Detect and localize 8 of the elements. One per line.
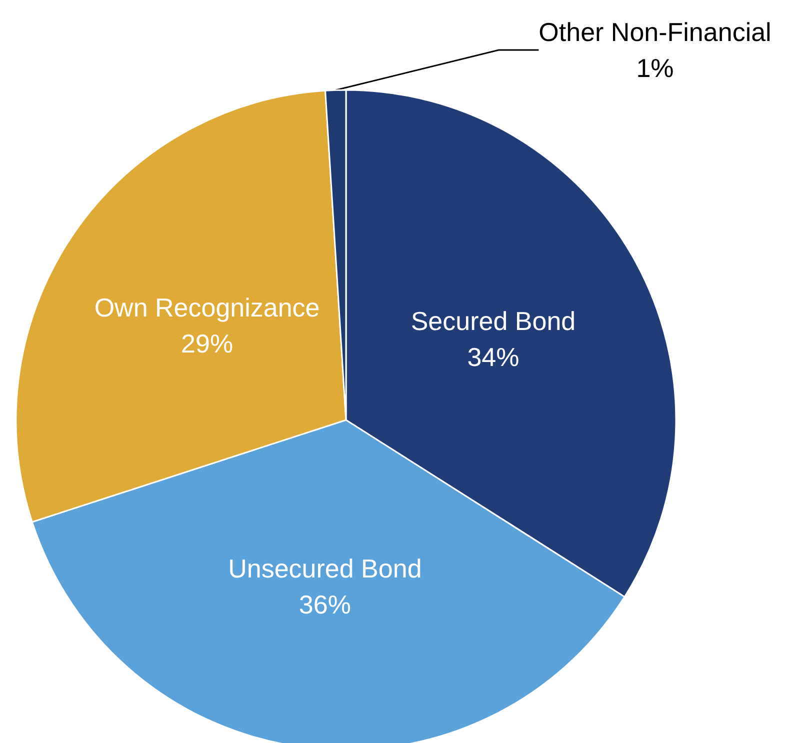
slice-label: Secured Bond: [410, 306, 576, 336]
data-label: 34%: [467, 342, 520, 372]
data-label: 29%: [181, 328, 234, 359]
slice-label: Own Recognizance: [94, 292, 320, 323]
slice-label: Unsecured Bond: [228, 554, 422, 584]
data-label: 36%: [298, 590, 351, 620]
slice-label: Other Non-Financial: [538, 17, 772, 47]
data-label: 1%: [636, 53, 674, 83]
